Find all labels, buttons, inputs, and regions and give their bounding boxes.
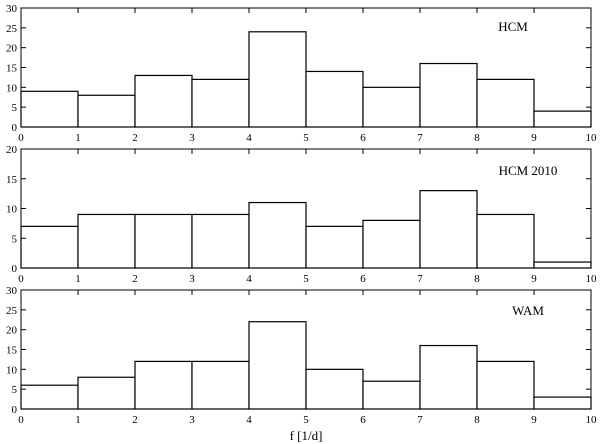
histogram-bar — [533, 261, 592, 269]
y-tick-label: 15 — [6, 345, 18, 357]
x-tick-label: 8 — [474, 132, 480, 144]
x-tick-label: 1 — [75, 273, 81, 285]
y-tick-label: 10 — [6, 364, 18, 376]
histogram-bar — [191, 360, 250, 410]
x-tick-label: 7 — [417, 132, 423, 144]
y-tick-label: 20 — [6, 144, 18, 156]
x-tick-label: 2 — [132, 414, 138, 426]
panel-label: WAM — [512, 303, 544, 318]
x-tick-label: 3 — [189, 273, 195, 285]
x-tick-label: 3 — [189, 414, 195, 426]
y-tick-label: 15 — [6, 174, 18, 186]
histogram-bar — [362, 380, 421, 410]
histogram-bar — [419, 344, 478, 410]
histogram-bar — [77, 213, 136, 269]
histogram-bar — [305, 368, 364, 410]
y-tick-label: 5 — [12, 102, 18, 114]
y-tick-label: 10 — [6, 204, 18, 216]
histogram-bar — [248, 321, 307, 410]
histogram-panel-1: 0 5 10 15 20 25 30 0 1 2 3 4 5 6 7 8 9 10 HCM — [6, 3, 597, 144]
histogram-panel-2: 0 5 10 15 20 0 1 2 3 4 5 6 7 8 9 10 HCM 2010 — [6, 144, 597, 285]
x-tick-label: 5 — [303, 414, 309, 426]
x-tick-label: 10 — [586, 273, 598, 285]
histogram-bar — [419, 62, 478, 128]
panel-label: HCM 2010 — [499, 163, 558, 178]
histogram-bar — [20, 384, 79, 410]
histogram-bar — [533, 396, 592, 410]
y-tick-label: 0 — [12, 122, 18, 134]
x-tick-label: 7 — [417, 414, 423, 426]
x-tick-label: 7 — [417, 273, 423, 285]
histogram-bar — [248, 31, 307, 128]
y-tick-label: 20 — [6, 43, 18, 55]
x-tick-label: 4 — [246, 132, 252, 144]
y-tick-label: 0 — [12, 404, 18, 416]
histogram-bar — [77, 94, 136, 128]
histogram-bar — [362, 219, 421, 269]
histogram-bar — [191, 78, 250, 128]
x-tick-label: 5 — [303, 273, 309, 285]
x-tick-label: 0 — [18, 273, 24, 285]
x-tick-label: 5 — [303, 132, 309, 144]
y-tick-label: 30 — [6, 3, 18, 15]
histogram-bar — [134, 360, 193, 410]
y-tick-label: 20 — [6, 325, 18, 337]
x-tick-label: 4 — [246, 273, 252, 285]
histogram-bar — [77, 376, 136, 410]
histogram-bar — [419, 190, 478, 269]
histogram-panel-3: 0 5 10 15 20 25 30 0 1 2 3 4 5 6 7 8 9 10 WAM — [6, 285, 597, 426]
histogram-bar — [134, 213, 193, 269]
x-tick-label: 4 — [246, 414, 252, 426]
x-tick-label: 1 — [75, 132, 81, 144]
x-tick-label: 2 — [132, 132, 138, 144]
x-tick-label: 9 — [531, 132, 537, 144]
histogram-bar — [20, 90, 79, 128]
histogram-bar — [476, 213, 535, 269]
y-tick-label: 25 — [6, 305, 18, 317]
histogram-bar — [476, 360, 535, 410]
histogram-bar — [305, 225, 364, 269]
x-tick-label: 0 — [18, 132, 24, 144]
y-tick-label: 30 — [6, 285, 18, 297]
x-tick-label: 10 — [586, 132, 598, 144]
panel-label: HCM — [498, 19, 528, 34]
y-tick-label: 5 — [12, 384, 18, 396]
x-tick-label: 9 — [531, 273, 537, 285]
histogram-bar — [191, 213, 250, 269]
histogram-bar — [305, 70, 364, 128]
y-tick-label: 0 — [12, 263, 18, 275]
x-tick-label: 9 — [531, 414, 537, 426]
x-tick-label: 6 — [360, 132, 366, 144]
histogram-bar — [134, 74, 193, 128]
x-tick-label: 6 — [360, 273, 366, 285]
x-tick-label: 6 — [360, 414, 366, 426]
x-tick-label: 1 — [75, 414, 81, 426]
x-tick-label: 2 — [132, 273, 138, 285]
histogram-bar — [20, 225, 79, 269]
histogram-bar — [533, 110, 592, 128]
x-tick-label: 8 — [474, 414, 480, 426]
histogram-bar — [362, 86, 421, 128]
y-tick-label: 25 — [6, 23, 18, 35]
histogram-bar — [476, 78, 535, 128]
histogram-bar — [248, 201, 307, 269]
x-tick-label: 8 — [474, 273, 480, 285]
x-axis-label: f [1/d] — [290, 428, 323, 443]
x-tick-label: 10 — [586, 414, 598, 426]
y-tick-label: 5 — [12, 233, 18, 245]
x-tick-label: 3 — [189, 132, 195, 144]
y-tick-label: 15 — [6, 63, 18, 75]
x-tick-label: 0 — [18, 414, 24, 426]
y-tick-label: 10 — [6, 82, 18, 94]
